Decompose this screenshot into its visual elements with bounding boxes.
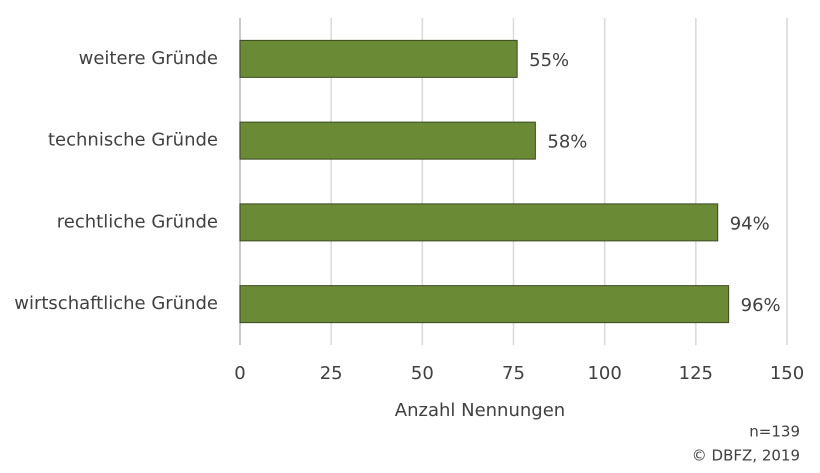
bar: [239, 39, 518, 78]
bar: [239, 121, 536, 160]
x-tick-label: 50: [411, 363, 434, 384]
annotation: n=139: [749, 423, 800, 441]
x-tick-label: 125: [679, 363, 713, 384]
data-label: 96%: [741, 295, 781, 316]
y-tick-label: rechtliche Gründe: [57, 211, 218, 232]
x-tick-label: 100: [587, 363, 621, 384]
bar: [239, 203, 719, 242]
x-axis-label: Anzahl Nennungen: [395, 400, 565, 421]
x-tick-label: 0: [234, 363, 245, 384]
data-label: 94%: [730, 213, 770, 234]
bar: [239, 285, 730, 324]
x-tick-label: 75: [502, 363, 525, 384]
y-tick-label: wirtschaftliche Gründe: [14, 293, 218, 314]
y-tick-label: weitere Gründe: [79, 48, 218, 69]
data-label: 58%: [547, 132, 587, 153]
x-tick-label: 150: [770, 363, 804, 384]
x-tick-label: 25: [320, 363, 343, 384]
y-tick-label: technische Gründe: [48, 130, 218, 151]
annotation: © DBFZ, 2019: [692, 447, 800, 465]
data-label: 55%: [529, 50, 569, 71]
